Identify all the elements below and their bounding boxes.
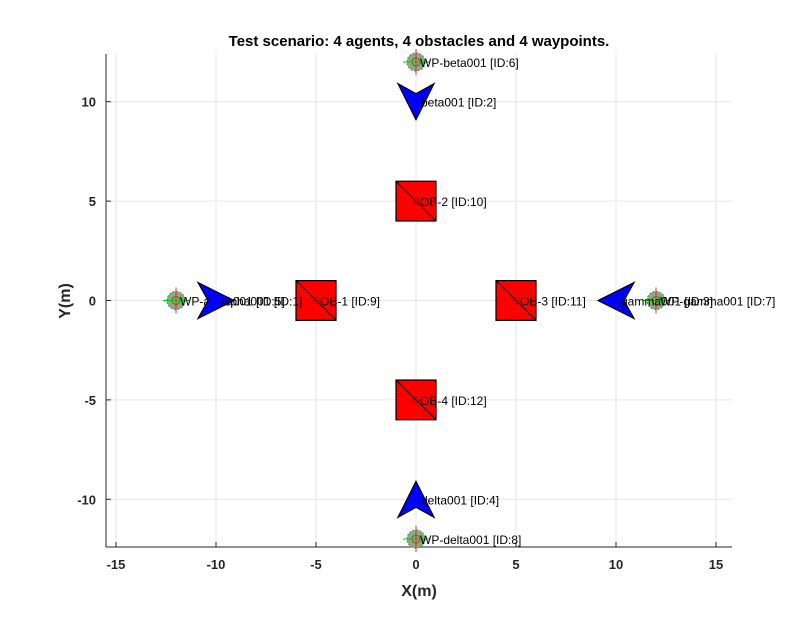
- agent-label: gamma001 [ID:3]: [621, 295, 713, 309]
- x-tick-label: 5: [512, 557, 519, 572]
- x-tick-label: -15: [107, 557, 126, 572]
- obstacle-diagonal: [495, 280, 537, 321]
- obstacle: OB-2 [ID:10]: [395, 180, 487, 222]
- agent-label: beta001 [ID:2]: [421, 96, 496, 110]
- agent: gamma001 [ID:3]: [596, 281, 713, 320]
- obstacle-diagonal: [395, 379, 437, 421]
- y-tick-label: -10: [77, 492, 96, 507]
- arrowhead-icon: [196, 281, 236, 320]
- obstacle: OB-1 [ID:9]: [295, 280, 380, 321]
- y-tick-label: 5: [89, 194, 96, 209]
- arrowhead-icon: [596, 281, 636, 320]
- x-tick-label: 0: [412, 557, 419, 572]
- obstacle-center: [312, 297, 320, 304]
- waypoint: WP-beta001 [ID:6]: [403, 48, 519, 75]
- agent: beta001 [ID:2]: [396, 82, 496, 122]
- obstacle-diagonal: [395, 180, 437, 222]
- agent: alpha001 [ID:1]: [196, 281, 302, 320]
- obstacle: OB-3 [ID:11]: [495, 280, 586, 321]
- obstacle-label: OB-1 [ID:9]: [320, 295, 380, 309]
- y-tick-label: -5: [84, 393, 96, 408]
- obstacle-label: OB-4 [ID:12]: [420, 394, 487, 408]
- obstacle-center: [412, 396, 420, 404]
- agent-label: delta001 [ID:4]: [421, 493, 499, 507]
- obstacle-label: OB-2 [ID:10]: [420, 195, 487, 209]
- y-axis-label: Y(m): [57, 283, 74, 319]
- obstacle-center: [412, 197, 420, 205]
- plot-area: -15 -10 -5 0 5 10 15 -10 -5 0 5 10 OB-1 [ID:9] OB-2 […: [77, 48, 775, 572]
- x-tick-label: -5: [310, 557, 322, 572]
- chart-title: Test scenario: 4 agents, 4 obstacles and…: [229, 33, 610, 50]
- obstacle-label: OB-3 [ID:11]: [520, 295, 586, 309]
- obstacle-diagonal: [295, 280, 337, 321]
- arrowhead-icon: [396, 82, 436, 122]
- x-axis-label: X(m): [401, 583, 437, 600]
- waypoint-label: WP-beta001 [ID:6]: [420, 56, 519, 70]
- x-tick-label: 15: [709, 557, 723, 572]
- obstacle-center: [512, 297, 520, 304]
- waypoint-label: WP-delta001 [ID:8]: [420, 533, 521, 547]
- waypoint: WP-delta001 [ID:8]: [403, 526, 521, 553]
- x-tick-label: -10: [207, 557, 226, 572]
- obstacle: OB-4 [ID:12]: [395, 379, 487, 421]
- y-tick-label: 0: [89, 294, 96, 309]
- waypoint-label: WP-gamma001 [ID:7]: [660, 295, 775, 309]
- arrowhead-icon: [396, 479, 436, 519]
- x-tick-label: 10: [609, 557, 623, 572]
- y-tick-label: 10: [82, 95, 96, 110]
- agent: delta001 [ID:4]: [396, 479, 499, 519]
- waypoint: WP-gamma001 [ID:7]: [643, 287, 775, 314]
- agent-label: alpha001 [ID:1]: [221, 295, 302, 309]
